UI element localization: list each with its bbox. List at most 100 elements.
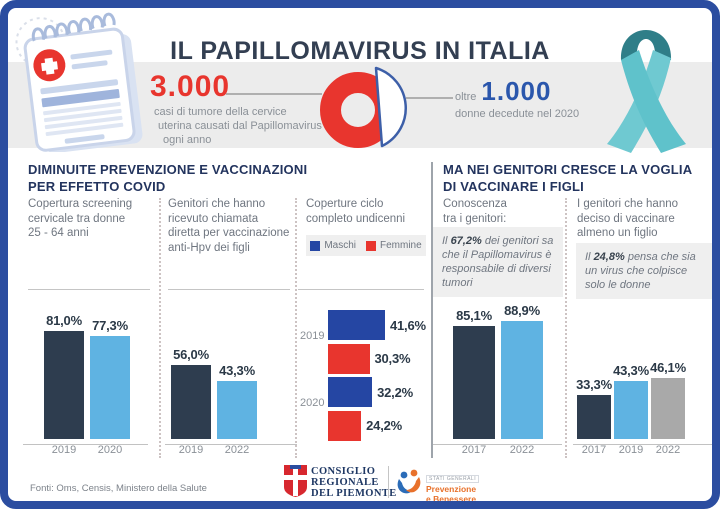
stat-cases-caption: casi di tumore della cervice uterina cau… — [154, 106, 322, 146]
column-header-screening: Copertura screening cervicale tra donne … — [28, 198, 133, 239]
bar — [328, 310, 385, 340]
stat-deaths-value: 1.000 — [481, 76, 552, 106]
section-title-right: MA NEI GENITORI CRESCE LA VOGLIA DI VACC… — [443, 162, 693, 194]
stat-deaths-prefix: oltre — [455, 91, 477, 103]
x-axis-tick: 2019 — [178, 444, 204, 456]
bar-group-2022: 88,9% 2022 — [501, 303, 543, 460]
callout-virus-donne: Il 24,8% pensa che sia un virus che colp… — [576, 243, 714, 299]
logo-tagline-line — [426, 506, 470, 507]
bar-group-2019: 81,0% 2019 — [44, 313, 84, 460]
y-axis-tick: 2019 — [300, 330, 325, 342]
x-axis-tick: 2020 — [97, 444, 123, 456]
bar-chart-screening: 81,0% 2019 77,3% 2020 — [44, 290, 130, 460]
bar-group-2017: 33,3% 2017 — [576, 376, 612, 460]
column-header-conoscenza: Conoscenza tra i genitori: — [443, 198, 507, 225]
bar-group-2022: 46,1% 2022 — [650, 359, 686, 460]
bar-group-2020: 77,3% 2020 — [90, 318, 130, 460]
dashed-divider — [159, 198, 161, 458]
callout-conoscenza: Il 67,2% dei genitori sa che il Papillom… — [433, 227, 563, 297]
bar-chart-chiamata: 56,0% 2019 43,3% 2022 — [171, 290, 257, 460]
column-header-decisione: I genitori che hanno deciso di vaccinare… — [577, 198, 679, 239]
chart-axis-line — [573, 444, 713, 445]
bar-value-label: 30,3% — [374, 351, 411, 366]
bar-value-label: 46,1% — [650, 359, 686, 375]
bar-value-label: 43,3% — [219, 363, 255, 379]
bar-chart-conoscenza: 85,1% 2017 88,9% 2022 — [453, 290, 543, 460]
bar — [328, 343, 370, 374]
bar-group-2019: 56,0% 2019 — [171, 347, 211, 460]
bar — [501, 320, 543, 439]
bar — [453, 325, 495, 439]
hbar-row-2019-Femmine: 30,3% — [328, 343, 411, 374]
bar — [217, 381, 257, 439]
chart-axis-line — [23, 444, 148, 445]
bar — [577, 394, 611, 439]
bar — [90, 336, 130, 439]
bar — [328, 377, 373, 407]
bar-group-2019: 43,3% 2019 — [613, 363, 649, 460]
column-rule — [298, 289, 424, 290]
stat-deaths-caption: donne decedute nel 2020 — [455, 108, 580, 120]
hbar-row-2020-Maschi: 32,2% — [328, 377, 413, 407]
maschi-swatch-icon — [310, 240, 321, 251]
section-title-left: DIMINUITE PREVENZIONE E VACCINAZIONI PER… — [28, 162, 308, 194]
x-axis-tick: 2019 — [51, 444, 77, 456]
x-axis-tick: 2022 — [509, 444, 535, 456]
bar-value-label: 88,9% — [504, 302, 540, 318]
bar — [328, 410, 362, 441]
x-axis-tick: 2017 — [461, 444, 487, 456]
bar-chart-coperture-undicenni: 41,6% 30,3% 2019 32,2% 24,2% 2020 — [300, 310, 435, 450]
chart-legend: Maschi Femmine — [306, 235, 426, 256]
bar — [651, 377, 685, 439]
dashed-divider — [565, 198, 567, 458]
connector-line-left — [226, 93, 322, 95]
legend-item-maschi: Maschi — [310, 240, 356, 251]
stati-generali-logo-text: STATI GENERALI Prevenzione e Benessere — [426, 467, 480, 507]
column-header-coperture: Coperture ciclo completo undicenni — [306, 198, 406, 225]
column-rule — [28, 289, 150, 290]
bar-value-label: 56,0% — [173, 346, 209, 362]
bar-group-2022: 43,3% 2022 — [217, 363, 257, 460]
bar-value-label: 81,0% — [46, 313, 82, 329]
bar — [44, 331, 84, 439]
x-axis-tick: 2019 — [618, 444, 644, 456]
x-axis-tick: 2022 — [655, 444, 681, 456]
teal-awareness-ribbon-icon — [607, 30, 686, 153]
chart-axis-line — [433, 444, 562, 445]
legend-item-femmine: Femmine — [366, 240, 422, 251]
section-divider — [431, 162, 433, 458]
column-header-chiamata: Genitori che hanno ricevuto chiamata dir… — [168, 198, 290, 254]
bar-value-label: 24,2% — [366, 418, 403, 433]
x-axis-tick: 2022 — [224, 444, 250, 456]
page-title: IL PAPILLOMAVIRUS IN ITALIA — [170, 36, 550, 65]
bar-value-label: 43,3% — [613, 363, 649, 379]
bar-value-label: 33,3% — [576, 376, 612, 392]
bar — [614, 381, 648, 439]
piemonte-coat-of-arms-icon — [284, 465, 307, 497]
y-axis-tick: 2020 — [300, 397, 325, 409]
femmine-swatch-icon — [366, 240, 376, 251]
bar-value-label: 41,6% — [389, 317, 426, 333]
stat-cases-value: 3.000 — [150, 70, 231, 103]
chart-axis-line — [165, 444, 297, 445]
medical-clipboard-icon — [15, 12, 143, 152]
bar-value-label: 85,1% — [456, 307, 492, 323]
stati-generali-emblem-icon — [397, 469, 421, 494]
bar-value-label: 77,3% — [92, 318, 128, 334]
bar-chart-decisione: 33,3% 2017 43,3% 2019 46,1% 2022 — [576, 290, 686, 460]
bar-value-label: 32,2% — [377, 384, 413, 400]
bar — [171, 364, 211, 439]
logo-divider — [388, 466, 389, 498]
donut-chart — [320, 66, 407, 148]
hbar-row-2019-Maschi: 41,6% — [328, 310, 426, 340]
sources-text: Fonti: Oms, Censis, Ministero della Salu… — [30, 483, 207, 494]
hbar-row-2020-Femmine: 24,2% — [328, 410, 403, 441]
stat-deaths: oltre 1.000 donne decedute nel 2020 — [455, 76, 579, 120]
connector-line-right — [406, 97, 453, 99]
x-axis-tick: 2017 — [581, 444, 607, 456]
bar-group-2017: 85,1% 2017 — [453, 308, 495, 460]
consiglio-regionale-logo-text: CONSIGLIO REGIONALE DEL PIEMONTE — [311, 466, 397, 499]
column-rule — [168, 289, 290, 290]
dashed-divider — [295, 198, 297, 458]
